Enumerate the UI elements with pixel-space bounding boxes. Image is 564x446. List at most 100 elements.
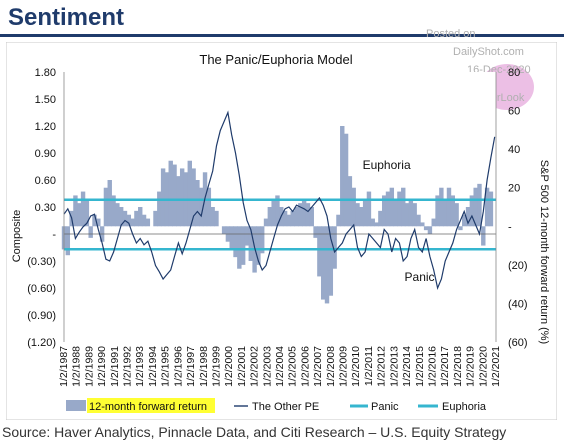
forward-return-bar: [305, 203, 311, 227]
forward-return-bar: [244, 226, 250, 246]
forward-return-bar: [195, 180, 200, 227]
chart-title: The Panic/Euphoria Model: [199, 52, 352, 67]
x-tick-label: 1/2/2005: [287, 346, 299, 387]
x-axis-ticks: 1/2/1987 1/2/1988 1/2/1989 1/2/1990 1/2/1991…: [58, 346, 502, 387]
forward-return-bar: [317, 226, 322, 277]
x-tick-label: 1/2/1992: [122, 346, 134, 387]
x-tick-label: 1/2/2011: [363, 346, 375, 386]
x-tick-label: 1/2/2009: [338, 346, 350, 387]
forward-return-bar: [168, 160, 173, 227]
forward-return-bar: [111, 195, 116, 227]
y-tick-label: (0.90): [27, 310, 56, 322]
forward-return-bar: [359, 207, 364, 227]
forward-return-bar: [73, 195, 78, 227]
forward-return-bar: [248, 226, 253, 261]
x-tick-label: 1/2/1999: [210, 346, 222, 387]
forward-return-bar: [282, 210, 288, 227]
forward-return-bar: [412, 203, 417, 227]
forward-return-bar: [488, 191, 494, 227]
y-tick-label: (1.20): [27, 337, 56, 349]
y-tick-label: (0.30): [27, 256, 56, 268]
y2-tick-label: -: [508, 221, 512, 233]
forward-return-bar: [96, 218, 101, 227]
x-tick-label: 1/2/1991: [109, 346, 121, 387]
forward-return-bar: [423, 226, 429, 231]
forward-return-bar: [107, 180, 112, 227]
x-tick-label: 1/2/2004: [274, 346, 286, 387]
source-footnote: Source: Haver Analytics, Pinnacle Data, …: [2, 424, 507, 440]
x-tick-label: 1/2/2021: [490, 346, 502, 387]
y-tick-label: 0.90: [35, 148, 56, 160]
forward-return-bar: [370, 218, 375, 227]
forward-return-bar: [343, 133, 349, 227]
plot-area: 1.80 1.50 1.20 0.90 0.60 0.30 - (0.30) (0.60) (0.…: [27, 67, 527, 387]
legend-label-euphoria: Euphoria: [442, 401, 487, 413]
y2-tick-label: 60: [508, 106, 520, 118]
y2-axis-ticks: 80 60 40 20 - (20) (40) (60): [508, 67, 528, 349]
forward-return-bar: [416, 214, 421, 227]
forward-return-bar: [309, 207, 314, 227]
annotation-panic: Panic: [405, 270, 435, 284]
line-series: [63, 110, 496, 290]
forward-return-bar: [134, 210, 139, 227]
forward-return-bar: [397, 191, 402, 227]
y2-tick-label: (60): [508, 337, 528, 349]
x-tick-label: 1/2/1987: [58, 346, 70, 387]
forward-return-bar: [240, 226, 246, 265]
forward-return-bar: [431, 218, 436, 227]
forward-return-bar: [294, 207, 299, 227]
header-divider: [0, 34, 564, 37]
x-tick-label: 1/2/2014: [401, 346, 413, 387]
forward-return-bar: [176, 176, 181, 227]
forward-return-bar: [366, 191, 372, 227]
forward-return-bar: [439, 187, 444, 227]
forward-return-bar: [126, 214, 132, 227]
forward-return-bar: [320, 226, 326, 300]
forward-return-bar: [340, 126, 345, 227]
forward-return-bar: [210, 207, 215, 227]
page-title: Sentiment: [8, 4, 125, 31]
y2-axis-label: S&P 500 12-month forward return (%): [538, 160, 550, 344]
forward-return-bar: [477, 183, 482, 227]
forward-return-bar: [301, 199, 307, 227]
x-tick-label: 1/2/2008: [325, 346, 337, 387]
forward-return-bar: [378, 210, 383, 227]
x-tick-label: 1/2/1988: [71, 346, 83, 387]
forward-return-bar: [130, 218, 135, 227]
page-header: Sentiment: [0, 0, 564, 40]
y-tick-label: -: [52, 229, 56, 241]
forward-return-bar: [260, 226, 265, 254]
x-tick-label: 1/2/2012: [376, 346, 388, 387]
y2-tick-label: (40): [508, 298, 528, 310]
forward-return-bar: [481, 226, 486, 246]
forward-return-bar: [122, 210, 128, 227]
x-tick-label: 1/2/2013: [388, 346, 400, 387]
forward-return-bar: [420, 222, 425, 227]
forward-return-bar: [84, 199, 90, 227]
x-tick-label: 1/2/2020: [477, 346, 489, 387]
forward-return-bar: [469, 195, 475, 227]
forward-return-bar: [332, 226, 337, 269]
forward-return-bar: [157, 191, 162, 227]
forward-return-bar: [298, 203, 303, 227]
forward-return-bar: [160, 168, 166, 227]
forward-return-bar: [355, 203, 360, 227]
y-tick-label: 1.80: [35, 67, 56, 79]
forward-return-bar: [115, 203, 120, 227]
forward-return-bar: [393, 199, 398, 227]
x-tick-label: 1/2/2002: [249, 346, 261, 387]
y2-tick-label: 80: [508, 67, 520, 79]
forward-return-bar: [88, 226, 93, 238]
forward-return-bar: [191, 168, 196, 227]
forward-return-bar: [347, 176, 353, 227]
forward-return-bar: [290, 210, 295, 227]
y-tick-label: 0.30: [35, 202, 56, 214]
forward-return-bar: [263, 218, 269, 227]
legend-label-panic: Panic: [371, 401, 399, 413]
forward-return-bar: [401, 187, 406, 227]
forward-return-bar: [381, 195, 387, 227]
y-axis-ticks: 1.80 1.50 1.20 0.90 0.60 0.30 - (0.30) (0.60) (0.…: [27, 67, 56, 349]
forward-return-bar: [286, 214, 292, 227]
x-tick-label: 1/2/1993: [134, 346, 146, 387]
forward-return-bar: [374, 222, 379, 227]
